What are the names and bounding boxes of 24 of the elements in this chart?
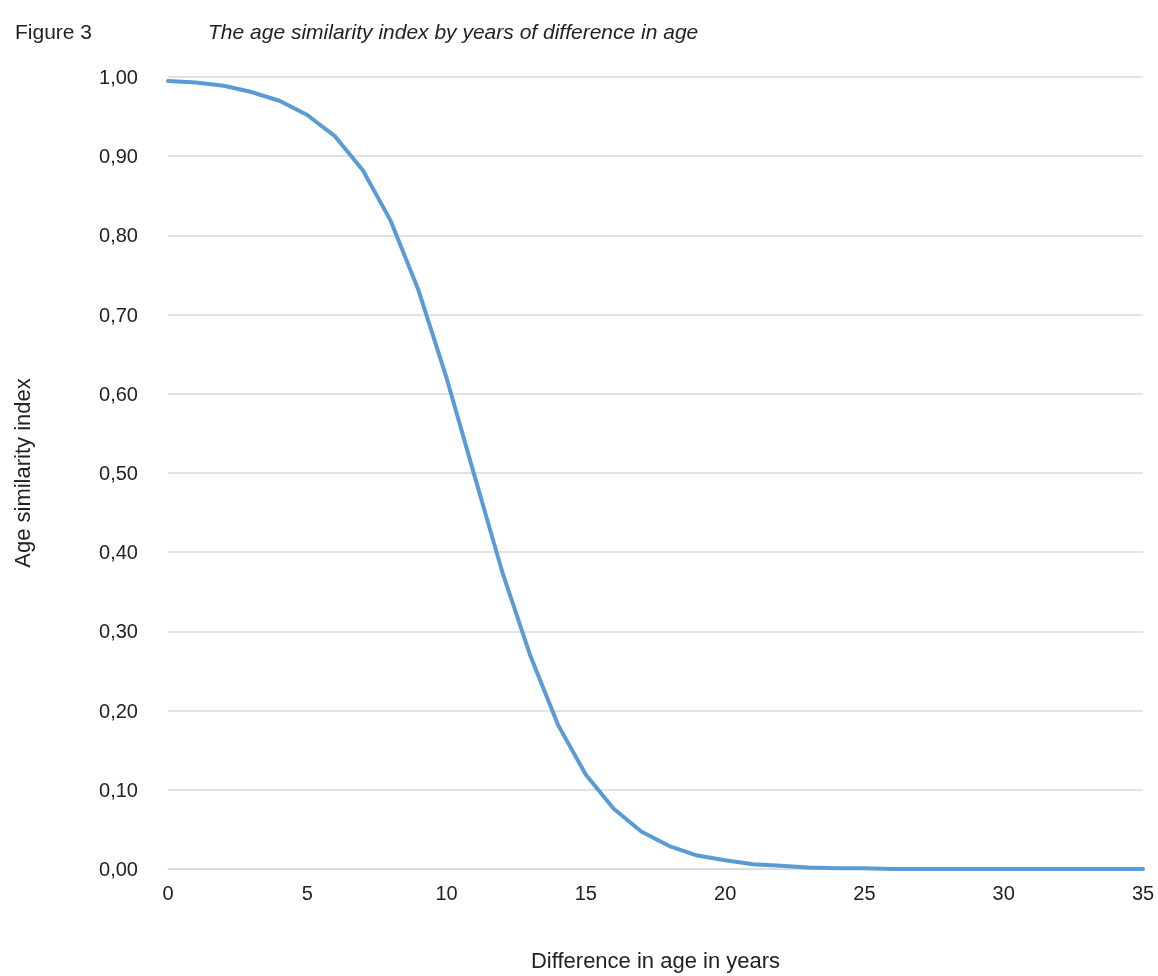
x-axis-title: Difference in age in years <box>530 947 781 973</box>
y-tick-label: 0,60 <box>99 382 138 405</box>
x-tick-label: 25 <box>853 882 876 904</box>
y-tick-label: 0,30 <box>99 620 138 643</box>
y-tick-label: 0,10 <box>99 778 138 801</box>
y-tick-label: 0,50 <box>99 462 138 484</box>
x-tick-label: 35 <box>1131 882 1155 904</box>
chart-subtitle: The age similarity index by years of difference in age <box>208 20 699 43</box>
y-tick-label: 0,40 <box>99 541 138 564</box>
x-tick-label: 5 <box>301 882 313 904</box>
x-tick-label: 30 <box>992 882 1015 904</box>
x-tick-label: 0 <box>162 882 174 904</box>
x-tick-label: 20 <box>714 882 737 904</box>
y-tick-label: 0,70 <box>99 303 138 326</box>
x-tick-label: 15 <box>574 882 597 904</box>
y-tick-label: 0,20 <box>99 699 138 722</box>
x-tick-label: 10 <box>435 882 458 904</box>
y-tick-label: 0,90 <box>99 145 138 168</box>
y-axis-title: Age similarity index <box>9 378 35 568</box>
line-series <box>166 78 1145 871</box>
y-tick-label: 1,00 <box>99 66 138 88</box>
y-tick-label: 0,00 <box>99 858 138 880</box>
y-tick-label: 0,80 <box>99 224 138 247</box>
chart-title: Figure 3 <box>15 20 93 43</box>
